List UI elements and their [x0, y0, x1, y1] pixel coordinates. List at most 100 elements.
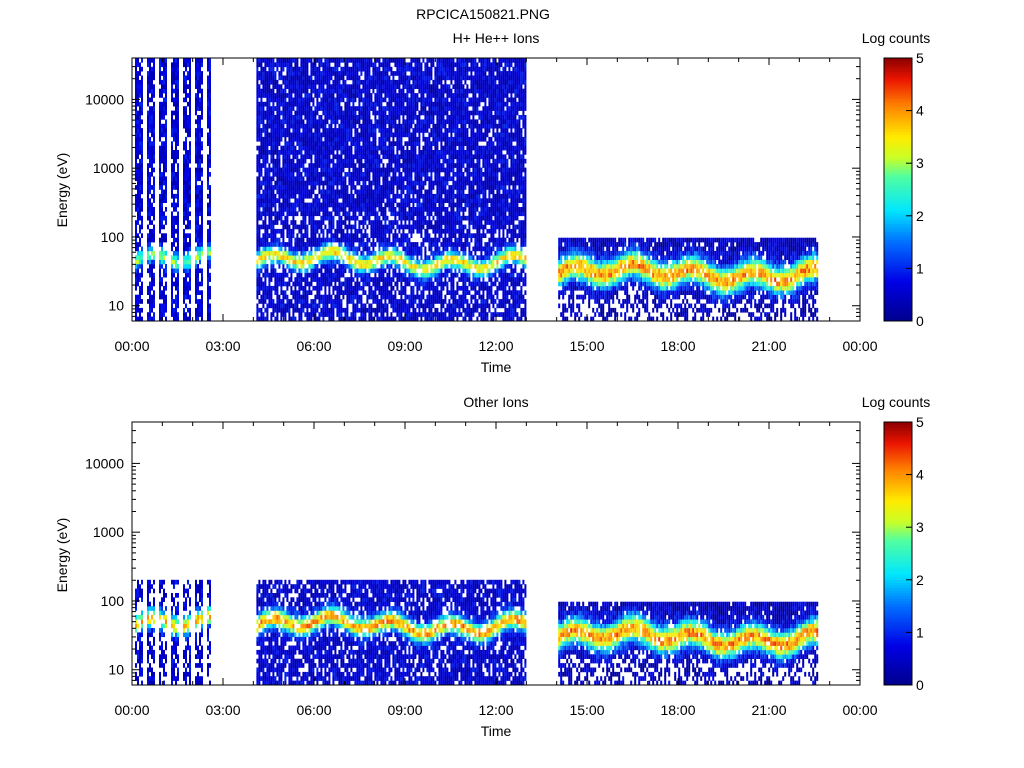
heatmap-cell [386, 154, 389, 160]
heatmap-cell [366, 272, 369, 278]
heatmap-cell [320, 264, 323, 269]
heatmap-cell [189, 285, 191, 291]
heatmap-cell [312, 202, 315, 208]
heatmap-cell [374, 110, 377, 116]
heatmap-cell [284, 193, 287, 199]
heatmap-cell [264, 242, 267, 247]
heatmap-cell [209, 141, 211, 146]
heatmap-cell [137, 154, 139, 160]
heatmap-cell [159, 294, 161, 300]
heatmap-cell [280, 180, 283, 186]
heatmap-cell [316, 307, 319, 313]
heatmap-cell [374, 75, 377, 81]
heatmap-cell [396, 141, 399, 146]
heatmap-cell [322, 316, 325, 322]
heatmap-cell [197, 224, 199, 230]
heatmap-cell [378, 106, 381, 111]
heatmap-cell [141, 215, 143, 221]
heatmap-cell [328, 281, 331, 287]
heatmap-cell [288, 66, 291, 72]
heatmap-cell [336, 128, 339, 133]
heatmap-cell [398, 312, 401, 317]
heatmap-cell [185, 150, 187, 155]
heatmap-cell [165, 176, 167, 182]
heatmap-cell [308, 58, 311, 63]
heatmap-cell [256, 246, 259, 252]
heatmap-cell [348, 145, 351, 151]
heatmap-cell [264, 290, 267, 295]
heatmap-cell [308, 180, 311, 186]
heatmap-cell [139, 228, 141, 234]
heatmap-cell [139, 145, 141, 151]
heatmap-cell [314, 198, 317, 203]
heatmap-cell [294, 259, 297, 265]
heatmap-cell [288, 237, 291, 243]
heatmap-cell [396, 250, 399, 256]
heatmap-cell [262, 281, 265, 287]
heatmap-cell [187, 290, 189, 295]
heatmap-cell [358, 93, 361, 98]
heatmap-cell [364, 84, 367, 89]
heatmap-cell [336, 75, 339, 81]
heatmap-cell [272, 58, 275, 63]
heatmap-cell [398, 132, 401, 138]
heatmap-cell [288, 167, 291, 173]
heatmap-cell [358, 136, 361, 142]
heatmap-cell [344, 101, 347, 107]
heatmap-cell [173, 75, 175, 81]
heatmap-cell [282, 207, 285, 212]
heatmap-cell [284, 202, 287, 208]
heatmap-cell [282, 294, 285, 300]
heatmap-cell [256, 277, 259, 282]
heatmap-cell [290, 167, 293, 173]
heatmap-cell [270, 189, 273, 195]
heatmap-cell [330, 237, 333, 243]
heatmap-cell [262, 58, 265, 63]
heatmap-cell [372, 71, 375, 76]
heatmap-cell [336, 93, 339, 98]
heatmap-cell [256, 220, 259, 225]
heatmap-cell [135, 307, 137, 313]
heatmap-cell [328, 259, 331, 265]
heatmap-cell [324, 224, 327, 230]
heatmap-cell [270, 285, 273, 291]
heatmap-cell [402, 233, 405, 238]
heatmap-cell [151, 128, 153, 133]
heatmap-cell [187, 198, 189, 203]
heatmap-cell [308, 290, 311, 295]
heatmap-cell [175, 123, 177, 129]
heatmap-cell [264, 224, 267, 230]
heatmap-cell [282, 79, 285, 85]
heatmap-cell [159, 220, 161, 225]
heatmap-cell [294, 211, 297, 217]
heatmap-cell [135, 71, 137, 76]
heatmap-cell [304, 246, 307, 252]
heatmap-cell [350, 228, 353, 234]
heatmap-cell [366, 79, 369, 85]
heatmap-cell [380, 97, 383, 103]
heatmap-cell [266, 224, 269, 230]
heatmap-cell [374, 242, 377, 247]
heatmap-cell [201, 303, 203, 309]
heatmap-cell [346, 215, 349, 221]
heatmap-cell [374, 128, 377, 133]
heatmap-cell [185, 79, 187, 85]
heatmap-cell [318, 106, 321, 111]
heatmap-cell [278, 158, 281, 164]
heatmap-cell [161, 224, 163, 230]
heatmap-cell [270, 154, 273, 160]
heatmap-cell [209, 303, 211, 309]
heatmap-cell [400, 128, 403, 133]
heatmap-cell [276, 128, 279, 133]
heatmap-cell [294, 88, 297, 94]
heatmap-cell [135, 84, 137, 89]
heatmap-cell [326, 62, 329, 68]
heatmap-cell [370, 316, 373, 322]
heatmap-cell [256, 207, 259, 212]
heatmap-cell [382, 268, 385, 274]
heatmap-cell [372, 150, 375, 155]
heatmap-cell [358, 237, 361, 243]
heatmap-cell [318, 150, 321, 155]
heatmap-cell [376, 150, 379, 155]
heatmap-cell [398, 193, 401, 199]
